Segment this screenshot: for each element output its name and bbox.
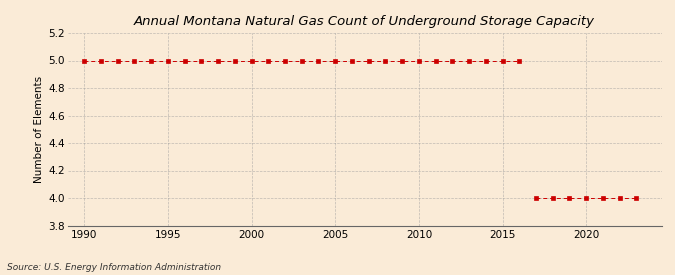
Title: Annual Montana Natural Gas Count of Underground Storage Capacity: Annual Montana Natural Gas Count of Unde… bbox=[134, 15, 595, 28]
Y-axis label: Number of Elements: Number of Elements bbox=[34, 76, 44, 183]
Text: Source: U.S. Energy Information Administration: Source: U.S. Energy Information Administ… bbox=[7, 263, 221, 272]
